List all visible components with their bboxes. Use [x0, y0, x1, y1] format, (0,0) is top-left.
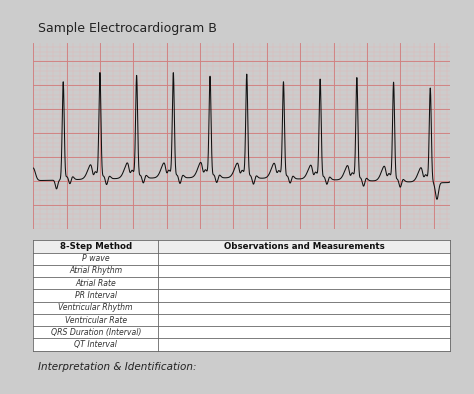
Text: Atrial Rate: Atrial Rate — [75, 279, 116, 288]
Text: 8-Step Method: 8-Step Method — [60, 242, 132, 251]
Text: Ventricular Rhythm: Ventricular Rhythm — [58, 303, 133, 312]
Text: Ventricular Rate: Ventricular Rate — [64, 316, 127, 325]
Text: PR Interval: PR Interval — [75, 291, 117, 300]
Text: Atrial Rhythm: Atrial Rhythm — [69, 266, 122, 275]
Text: QRS Duration (Interval): QRS Duration (Interval) — [51, 328, 141, 337]
Text: QT Interval: QT Interval — [74, 340, 117, 349]
Text: Observations and Measurements: Observations and Measurements — [224, 242, 385, 251]
Text: Interpretation & Identification:: Interpretation & Identification: — [38, 362, 196, 372]
Text: Sample Electrocardiogram B: Sample Electrocardiogram B — [38, 22, 217, 35]
Bar — [33, 240, 450, 253]
Text: P wave: P wave — [82, 254, 109, 263]
